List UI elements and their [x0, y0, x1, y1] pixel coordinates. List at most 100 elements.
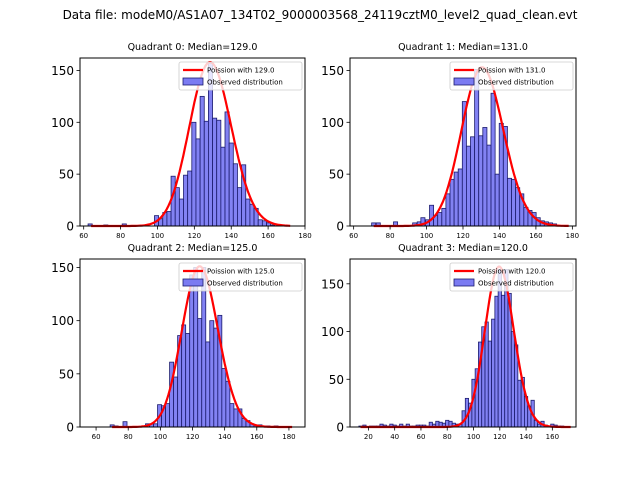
histogram-bar — [249, 203, 255, 227]
histogram-bar — [191, 121, 197, 227]
histogram-bar — [487, 340, 492, 428]
legend: Poission with 131.0 Observed distribution — [449, 61, 574, 91]
histogram-bar — [486, 144, 492, 227]
histogram-bar — [209, 320, 215, 428]
x-tick-label: 160 — [261, 232, 274, 240]
histogram-bar — [507, 177, 512, 227]
histogram-bar — [224, 111, 230, 227]
subplot-quadrant-0: Quadrant 0: Median=129.0 0 50 100 150 60 80 100… — [51, 42, 312, 240]
histogram-bar — [212, 117, 218, 227]
legend: Poission with 129.0 Observed distribution — [178, 61, 303, 91]
histogram-bar — [197, 318, 203, 428]
x-tick-label: 160 — [529, 232, 542, 240]
y-tick-label: 0 — [66, 220, 74, 234]
axes-frame — [349, 258, 577, 428]
x-tick-label: 20 — [364, 433, 373, 441]
x-tick-label: 100 — [467, 433, 480, 441]
figure-suptitle: Data file: modeM0/AS1A07_134T02_90000035… — [62, 8, 578, 22]
legend: Poission with 125.0 Observed distribution — [178, 262, 303, 292]
histogram-bar — [232, 163, 238, 227]
legend-bar-swatch — [453, 278, 475, 287]
legend-label-poisson: Poission with 120.0 — [478, 268, 546, 276]
subplot-quadrant-3: Quadrant 3: Median=120.0 0 50 100 150 20 40 60 8… — [321, 243, 577, 441]
histogram-bar — [228, 142, 234, 227]
legend-label-poisson: Poission with 131.0 — [478, 67, 546, 75]
histogram-bar — [445, 193, 451, 227]
legend-label-observed: Observed distribution — [478, 79, 554, 87]
x-tick-label: 80 — [443, 433, 452, 441]
histogram-bar — [216, 119, 222, 227]
y-tick-label: 0 — [66, 421, 74, 435]
y-tick-label: 100 — [51, 314, 74, 328]
y-tick-label: 150 — [321, 277, 344, 291]
histogram-bar — [466, 145, 471, 227]
histogram-bar — [199, 95, 205, 227]
histogram-bar — [457, 168, 463, 227]
histogram-bars — [87, 62, 276, 227]
y-tick-label: 150 — [321, 64, 344, 78]
x-tick-label: 120 — [493, 433, 506, 441]
x-tick-label: 80 — [116, 232, 125, 240]
y-tick-label: 150 — [51, 64, 74, 78]
histogram-bar — [484, 321, 489, 428]
x-tick-label: 140 — [493, 232, 506, 240]
subplot-quadrant-2: Quadrant 2: Median=125.0 0 50 100 150 60 80 100… — [51, 243, 306, 441]
histogram-bar — [453, 171, 459, 227]
legend-bar-swatch — [182, 278, 204, 287]
x-tick-label: 60 — [349, 232, 358, 240]
histogram-bar — [233, 408, 239, 428]
histogram-bar — [257, 219, 263, 227]
x-tick-label: 60 — [92, 433, 101, 441]
y-tick-label: 50 — [329, 373, 344, 387]
legend-label-poisson: Poission with 129.0 — [207, 67, 275, 75]
x-tick-label: 100 — [154, 433, 167, 441]
histogram-bar — [178, 198, 184, 227]
histogram-bar — [261, 220, 267, 227]
histogram-bar — [185, 333, 191, 428]
x-tick-label: 120 — [456, 232, 469, 240]
y-tick-label: 100 — [321, 325, 344, 339]
histogram-bar — [511, 178, 517, 227]
histogram-bar — [213, 327, 219, 428]
subplot-title: Quadrant 2: Median=125.0 — [128, 243, 258, 254]
legend-label-observed: Observed distribution — [478, 280, 554, 288]
histogram-bar — [229, 403, 235, 428]
x-tick-label: 80 — [124, 433, 133, 441]
x-tick-label: 100 — [420, 232, 433, 240]
y-tick-label: 100 — [321, 116, 344, 130]
x-tick-label: 80 — [386, 232, 395, 240]
histogram-bars — [358, 269, 565, 428]
histogram-bar — [205, 341, 211, 428]
histogram-bar — [437, 212, 443, 227]
x-tick-label: 140 — [225, 232, 238, 240]
histogram-bar — [183, 174, 189, 227]
histogram-bar — [195, 138, 201, 227]
histogram-bar — [237, 187, 243, 227]
subplot-title: Quadrant 3: Median=120.0 — [398, 243, 528, 254]
x-tick-label: 60 — [416, 433, 425, 441]
histogram-bar — [221, 368, 227, 428]
x-tick-label: 140 — [218, 433, 231, 441]
histogram-bar — [491, 318, 496, 428]
histogram-bar — [181, 324, 187, 428]
histogram-bar — [517, 379, 522, 428]
legend-box — [449, 61, 574, 91]
histogram-bar — [490, 92, 496, 227]
x-tick-label: 100 — [151, 232, 164, 240]
y-tick-label: 0 — [336, 220, 344, 234]
histogram-bar — [498, 122, 504, 227]
histogram-bar — [201, 267, 207, 428]
x-tick-label: 60 — [79, 232, 88, 240]
y-tick-label: 50 — [329, 168, 344, 182]
histogram-bar — [225, 380, 231, 428]
histogram-bar — [474, 69, 480, 227]
histogram-bar — [245, 198, 251, 227]
y-tick-label: 100 — [51, 116, 74, 130]
histogram-bar — [449, 178, 455, 227]
axes-frame — [79, 57, 306, 227]
histogram-bars — [109, 267, 279, 428]
x-tick-label: 140 — [519, 433, 532, 441]
subplot-quadrant-1: Quadrant 1: Median=131.0 0 50 100 150 60 80 100… — [321, 42, 579, 240]
x-tick-label: 180 — [298, 232, 311, 240]
